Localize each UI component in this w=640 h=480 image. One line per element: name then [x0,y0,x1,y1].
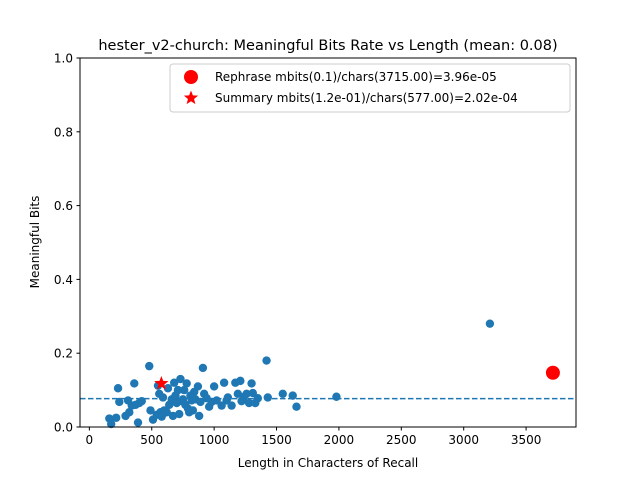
scatter-point [227,401,236,410]
x-tick-label: 3000 [448,433,479,447]
scatter-point [133,418,143,427]
scatter-point [194,411,204,421]
scatter-point [145,361,154,371]
scatter-point [278,389,287,398]
scatter-point [332,392,341,401]
summary-point [154,375,169,390]
scatter-point [170,378,179,387]
scatter-point [196,397,205,407]
scatter-point [223,393,233,402]
scatter-point [106,419,116,429]
scatter-point [179,385,189,395]
x-tick-label: 1500 [261,433,292,447]
x-tick-label: 0 [86,433,94,447]
x-tick-label: 500 [140,433,163,447]
scatter-point [176,374,185,384]
legend-box [169,63,571,113]
x-tick-label: 3500 [511,433,542,447]
chart-title: hester_v2-church: Meaningful Bits Rate v… [98,38,557,54]
scatter-point [244,398,254,408]
scatter-point [113,384,123,393]
scatter-point [262,356,271,365]
y-tick-label: 0.4 [54,273,73,287]
scatter-point [158,393,168,402]
scatter-point [146,406,155,415]
axis-ticks: 0 500 1000 1500 2000 2500 3000 3500 0.0 0.2 0.4 0.6… [54,52,541,448]
scatter-point [130,379,139,388]
scatter-point [263,393,272,402]
scatter-point [163,384,173,393]
scatter-point [173,385,183,395]
y-tick-label: 0.0 [54,421,73,435]
scatter-point [233,389,243,398]
scatter-point [193,382,203,391]
scatter-point [288,391,297,400]
x-axis-label: Length in Characters of Recall [238,456,418,470]
scatter-point [111,413,121,422]
y-tick-label: 0.8 [54,125,73,139]
scatter-point [212,396,221,405]
scatter-point [115,397,124,407]
scatter-point [188,406,198,415]
scatter-point [247,379,256,388]
legend-summary-label: Summary mbits(1.2e-01)/chars(577.00)=2.0… [215,91,518,105]
rephrase-point [545,365,560,380]
x-tick-label: 2000 [324,433,355,447]
scatter-point [219,378,229,387]
legend-rephrase-label: Rephrase mbits(0.1)/chars(3715.00)=3.96e… [215,70,497,84]
x-tick-label: 1000 [199,433,230,447]
scatter-point [182,379,191,388]
scatter-point [137,396,146,406]
scatter-point [248,388,258,398]
scatter-point [209,382,219,391]
scatter-point [125,408,134,417]
legend-summary-marker [183,90,199,105]
legend-rephrase-marker [184,70,198,84]
axes-frame [79,57,577,428]
y-tick-label: 0.6 [54,199,73,213]
scatter-point [236,376,245,386]
y-tick-label: 0.2 [54,347,73,361]
x-tick-label: 2500 [386,433,417,447]
scatter-point [175,409,184,419]
scatter-point [485,319,495,328]
scatter-point [253,394,263,403]
scatter-point [162,408,171,417]
y-axis-label: Meaningful Bits [28,196,42,289]
scatter-point [242,389,251,398]
scatter-point [292,402,301,411]
plot-area [80,319,576,429]
y-tick-label: 1.0 [54,52,73,66]
legend: Rephrase mbits(0.1)/chars(3715.00)=3.96e… [169,63,571,113]
scatter-point [198,363,208,373]
scatter-point [217,401,226,410]
